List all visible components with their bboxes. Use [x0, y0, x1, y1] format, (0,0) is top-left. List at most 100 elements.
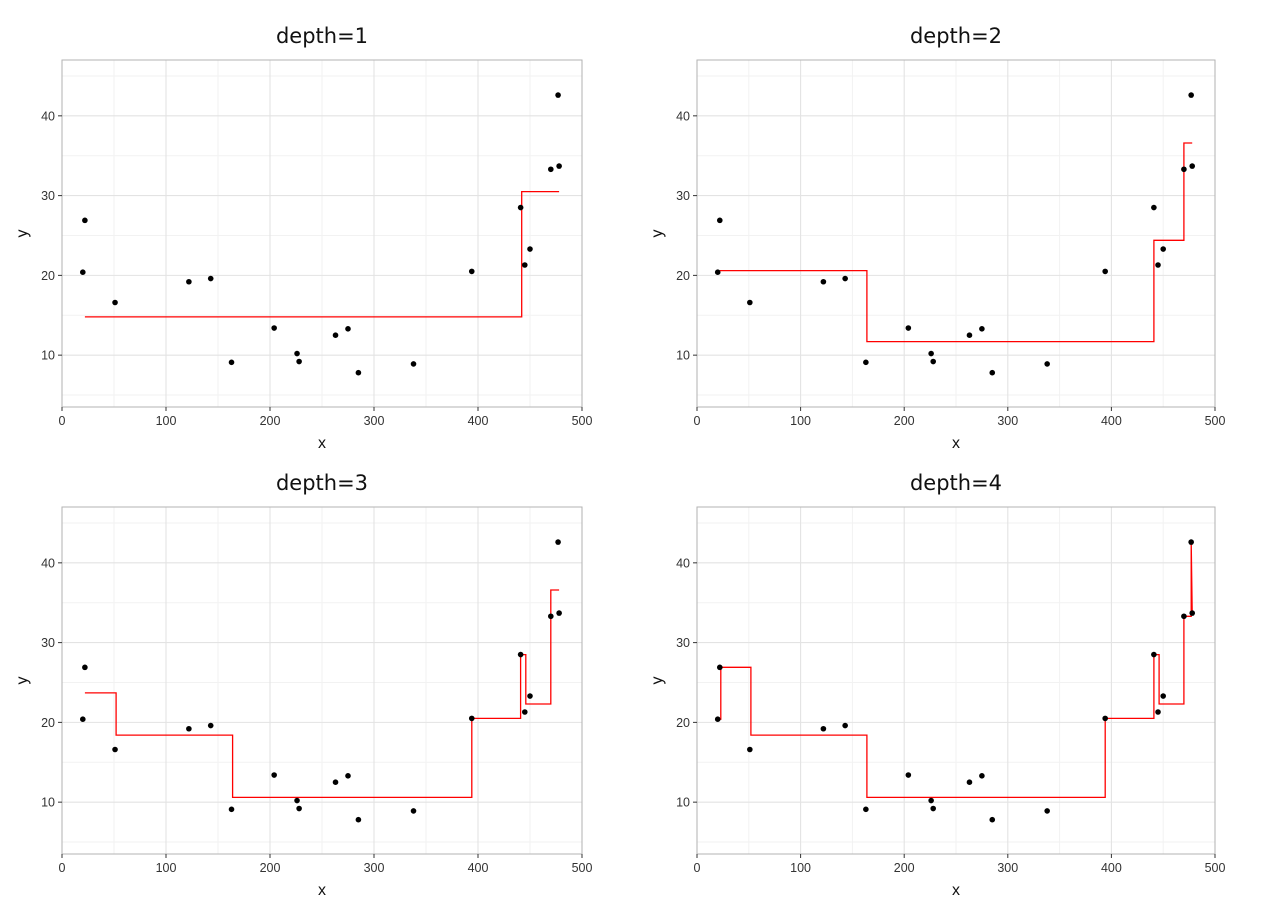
data-point	[228, 806, 235, 813]
data-point	[410, 361, 417, 367]
data-point	[905, 772, 912, 778]
data-point	[979, 773, 985, 779]
y-tick-label: 40	[676, 556, 690, 570]
data-point	[80, 716, 86, 722]
y-tick-label: 10	[676, 796, 690, 810]
x-axis-label: x	[318, 882, 326, 899]
y-tick-label: 30	[676, 636, 690, 650]
data-point	[1155, 262, 1161, 268]
x-axis-label: x	[318, 435, 326, 452]
data-point	[410, 808, 417, 814]
data-point	[522, 709, 528, 715]
data-point	[271, 325, 277, 331]
data-point	[207, 722, 214, 729]
panel-title: depth=3	[276, 471, 368, 495]
data-point	[1155, 709, 1161, 715]
x-tick-label: 0	[59, 861, 66, 875]
data-point	[1189, 163, 1196, 169]
data-point	[905, 325, 912, 331]
data-point	[1188, 539, 1194, 545]
data-point	[1160, 693, 1166, 699]
data-point	[930, 358, 937, 365]
data-point	[556, 610, 562, 616]
data-point	[820, 278, 827, 285]
data-point	[989, 816, 996, 823]
data-point	[1188, 92, 1194, 98]
y-tick-label: 20	[676, 269, 690, 283]
data-point	[548, 613, 554, 620]
x-tick-label: 500	[1205, 861, 1226, 875]
y-tick-label: 40	[41, 556, 55, 570]
x-tick-label: 200	[260, 861, 281, 875]
x-tick-label: 500	[572, 861, 593, 875]
step-fit-line	[84, 190, 560, 318]
x-tick-label: 100	[156, 861, 177, 875]
data-point	[548, 166, 554, 173]
data-point	[1044, 808, 1050, 814]
panel-title: depth=2	[910, 24, 1002, 48]
chart-panel-3: 0 100 200 300 400 500 10 20 30 40 x y depth=3	[14, 471, 592, 899]
y-axis-label: y	[649, 677, 666, 685]
data-point	[1160, 246, 1166, 252]
data-point	[355, 816, 362, 823]
data-point	[842, 275, 848, 282]
x-tick-label: 0	[694, 861, 701, 875]
data-point	[555, 92, 561, 98]
x-tick-label: 500	[572, 414, 593, 428]
data-point	[271, 772, 277, 778]
y-tick-label: 30	[676, 189, 690, 203]
x-tick-label: 300	[997, 414, 1018, 428]
data-point	[863, 806, 869, 813]
data-point	[1102, 268, 1108, 275]
data-point	[747, 746, 753, 753]
x-tick-label: 500	[1205, 414, 1226, 428]
x-tick-label: 0	[694, 414, 701, 428]
y-axis-label: y	[649, 230, 666, 238]
data-point	[1189, 610, 1196, 616]
chart-panel-1: 0 100 200 300 400 500 10 20 30 40 x y depth=1	[14, 24, 592, 452]
y-tick-label: 20	[41, 716, 55, 730]
data-point	[296, 805, 302, 812]
data-point	[747, 299, 753, 306]
data-point	[863, 359, 869, 366]
data-point	[517, 204, 524, 211]
data-point	[332, 332, 339, 339]
data-point	[468, 715, 475, 722]
data-point	[345, 773, 351, 779]
data-point	[1181, 166, 1187, 173]
data-point	[294, 797, 300, 804]
data-point	[820, 725, 827, 732]
x-tick-label: 100	[790, 414, 811, 428]
data-point	[294, 350, 300, 357]
data-point	[527, 246, 533, 252]
y-tick-label: 20	[41, 269, 55, 283]
chart-panel-4: 0 100 200 300 400 500 10 20 30 40 x y depth=4	[649, 471, 1225, 899]
y-tick-label: 40	[41, 109, 55, 123]
x-axis-label: x	[952, 882, 960, 899]
x-tick-label: 400	[468, 861, 489, 875]
data-point	[468, 268, 475, 275]
plot-border	[696, 506, 1216, 855]
data-point	[80, 269, 86, 275]
data-point	[332, 779, 339, 786]
data-point	[112, 746, 118, 753]
plot-border	[61, 59, 583, 408]
step-fit-line	[719, 142, 1193, 343]
data-point	[82, 664, 88, 671]
data-point	[1151, 204, 1157, 211]
data-point	[555, 539, 561, 545]
data-point	[228, 359, 235, 366]
data-point	[556, 163, 562, 169]
x-tick-label: 400	[1101, 414, 1122, 428]
panel-title: depth=4	[910, 471, 1002, 495]
data-point	[928, 797, 934, 804]
data-point	[296, 358, 302, 365]
x-tick-label: 200	[894, 861, 915, 875]
x-tick-label: 300	[364, 861, 385, 875]
data-point	[1102, 715, 1108, 722]
y-tick-label: 40	[676, 109, 690, 123]
y-tick-label: 30	[41, 189, 55, 203]
data-point	[966, 332, 973, 339]
data-point	[186, 278, 192, 285]
y-tick-label: 10	[41, 349, 55, 363]
